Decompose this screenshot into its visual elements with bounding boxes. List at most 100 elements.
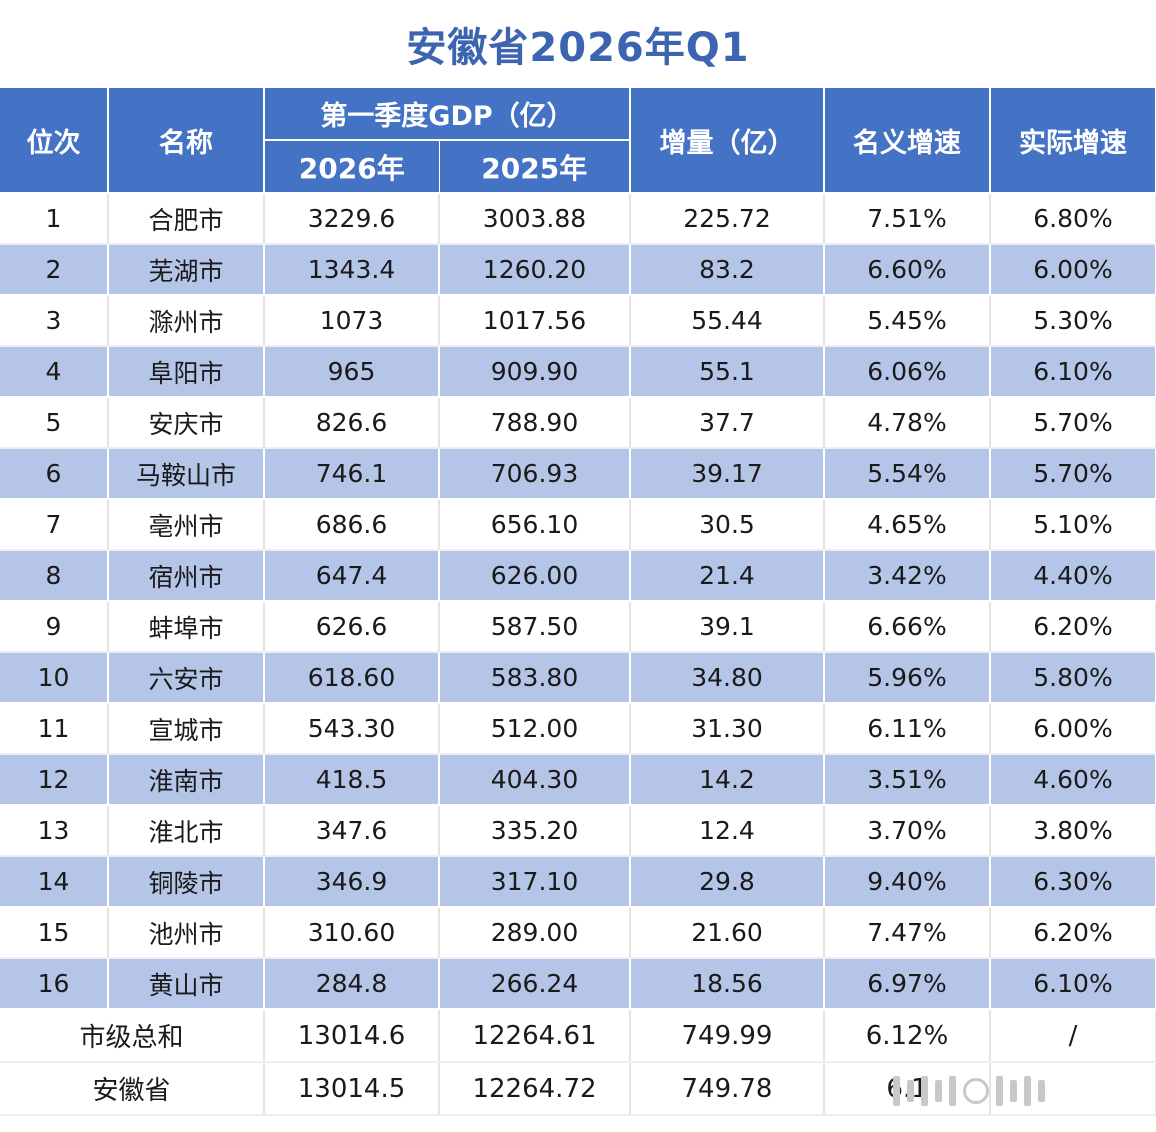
table-row: 15 池州市 310.60 289.00 21.60 7.47% 6.20%: [0, 907, 1156, 959]
header-increase: 增量（亿）: [630, 88, 825, 194]
cell-nominal-growth: 5.96%: [824, 652, 991, 704]
cell-gdp-2025: 512.00: [439, 703, 631, 755]
table-row: 2 芜湖市 1343.4 1260.20 83.2 6.60% 6.00%: [0, 244, 1156, 296]
table-row: 9 蚌埠市 626.6 587.50 39.1 6.66% 6.20%: [0, 601, 1156, 653]
table-row: 4 阜阳市 965 909.90 55.1 6.06% 6.10%: [0, 346, 1156, 398]
header-real-growth: 实际增速: [990, 88, 1156, 194]
cell-gdp-2025: 12264.61: [439, 1009, 631, 1063]
cell-name: 蚌埠市: [108, 601, 265, 653]
cell-increase: 37.7: [630, 397, 825, 449]
cell-real-growth: 6.80%: [990, 193, 1156, 245]
cell-gdp-2026: 543.30: [264, 703, 440, 755]
cell-real-growth: 5.80%: [990, 652, 1156, 704]
cell-gdp-2025: 909.90: [439, 346, 631, 398]
table-row: 14 铜陵市 346.9 317.10 29.8 9.40% 6.30%: [0, 856, 1156, 908]
cell-real-growth: 6.00%: [990, 703, 1156, 755]
cell-name: 合肥市: [108, 193, 265, 245]
cell-real-growth: 4.40%: [990, 550, 1156, 602]
cell-gdp-2025: 583.80: [439, 652, 631, 704]
watermark-icon: [893, 1066, 1133, 1116]
table-row: 16 黄山市 284.8 266.24 18.56 6.97% 6.10%: [0, 958, 1156, 1010]
cell-increase: 55.44: [630, 295, 825, 347]
cell-gdp-2026: 3229.6: [264, 193, 440, 245]
cell-name: 池州市: [108, 907, 265, 959]
cell-gdp-2026: 310.60: [264, 907, 440, 959]
cell-gdp-2026: 13014.6: [264, 1009, 440, 1063]
cell-gdp-2026: 418.5: [264, 754, 440, 806]
cell-rank: 6: [0, 448, 109, 500]
cell-real-growth: [990, 1062, 1156, 1116]
cell-rank: 7: [0, 499, 109, 551]
cell-nominal-growth: 6.12%: [824, 1009, 991, 1063]
cell-rank: 3: [0, 295, 109, 347]
cell-name: 安庆市: [108, 397, 265, 449]
cell-gdp-2026: 347.6: [264, 805, 440, 857]
cell-gdp-2025: 289.00: [439, 907, 631, 959]
cell-gdp-2025: 3003.88: [439, 193, 631, 245]
cell-real-growth: 5.10%: [990, 499, 1156, 551]
cell-gdp-2026: 346.9: [264, 856, 440, 908]
cell-gdp-2026: 618.60: [264, 652, 440, 704]
cell-increase: 12.4: [630, 805, 825, 857]
cell-gdp-2026: 284.8: [264, 958, 440, 1010]
cell-nominal-growth: 4.78%: [824, 397, 991, 449]
cell-increase: 83.2: [630, 244, 825, 296]
cell-name: 滁州市: [108, 295, 265, 347]
cell-rank: 16: [0, 958, 109, 1010]
cell-gdp-2026: 686.6: [264, 499, 440, 551]
header-nominal-growth: 名义增速: [824, 88, 991, 194]
cell-rank: 14: [0, 856, 109, 908]
cell-total-label: 市级总和: [0, 1009, 265, 1063]
cell-increase: 14.2: [630, 754, 825, 806]
cell-real-growth: /: [990, 1009, 1156, 1063]
cell-nominal-growth: 4.65%: [824, 499, 991, 551]
cell-nominal-growth: 3.42%: [824, 550, 991, 602]
table-row: 7 亳州市 686.6 656.10 30.5 4.65% 5.10%: [0, 499, 1156, 551]
table-row: 5 安庆市 826.6 788.90 37.7 4.78% 5.70%: [0, 397, 1156, 449]
table-body: 1 合肥市 3229.6 3003.88 225.72 7.51% 6.80% 2 芜湖市 134…: [0, 193, 1156, 1116]
cell-name: 铜陵市: [108, 856, 265, 908]
cell-name: 宣城市: [108, 703, 265, 755]
cell-name: 黄山市: [108, 958, 265, 1010]
cell-rank: 2: [0, 244, 109, 296]
cell-name: 淮南市: [108, 754, 265, 806]
cell-total-label: 安徽省: [0, 1062, 265, 1116]
cell-gdp-2025: 706.93: [439, 448, 631, 500]
cell-gdp-2026: 826.6: [264, 397, 440, 449]
cell-increase: 29.8: [630, 856, 825, 908]
gdp-table: 位次 名称 第一季度GDP（亿） 增量（亿） 名义增速 实际增速 2026年 2…: [0, 88, 1156, 1116]
table-row: 13 淮北市 347.6 335.20 12.4 3.70% 3.80%: [0, 805, 1156, 857]
cell-name: 芜湖市: [108, 244, 265, 296]
cell-gdp-2025: 404.30: [439, 754, 631, 806]
cell-name: 淮北市: [108, 805, 265, 857]
cell-name: 马鞍山市: [108, 448, 265, 500]
cell-increase: 39.17: [630, 448, 825, 500]
cell-real-growth: 5.30%: [990, 295, 1156, 347]
cell-rank: 11: [0, 703, 109, 755]
cell-gdp-2025: 1017.56: [439, 295, 631, 347]
cell-increase: 749.78: [630, 1062, 825, 1116]
cell-real-growth: 4.60%: [990, 754, 1156, 806]
cell-nominal-growth: 6.60%: [824, 244, 991, 296]
cell-real-growth: 6.00%: [990, 244, 1156, 296]
cell-rank: 4: [0, 346, 109, 398]
cell-gdp-2026: 1343.4: [264, 244, 440, 296]
cell-increase: 18.56: [630, 958, 825, 1010]
cell-increase: 21.60: [630, 907, 825, 959]
cell-real-growth: 3.80%: [990, 805, 1156, 857]
cell-rank: 13: [0, 805, 109, 857]
header-year-2026: 2026年: [264, 140, 440, 194]
cell-nominal-growth: 7.47%: [824, 907, 991, 959]
cell-real-growth: 6.10%: [990, 958, 1156, 1010]
table-row: 1 合肥市 3229.6 3003.88 225.72 7.51% 6.80%: [0, 193, 1156, 245]
cell-nominal-growth: 6.66%: [824, 601, 991, 653]
total-row: 市级总和 13014.6 12264.61 749.99 6.12% /: [0, 1009, 1156, 1063]
cell-increase: 21.4: [630, 550, 825, 602]
cell-name: 亳州市: [108, 499, 265, 551]
cell-gdp-2026: 626.6: [264, 601, 440, 653]
cell-gdp-2026: 746.1: [264, 448, 440, 500]
cell-gdp-2025: 656.10: [439, 499, 631, 551]
cell-nominal-growth: 3.70%: [824, 805, 991, 857]
